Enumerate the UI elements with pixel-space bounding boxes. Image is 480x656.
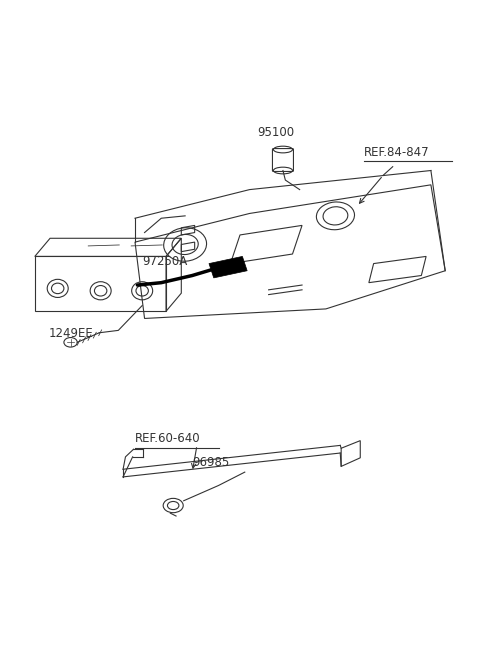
- Text: 96985: 96985: [192, 456, 229, 469]
- Text: REF.60-640: REF.60-640: [135, 432, 201, 445]
- Text: REF.84-847: REF.84-847: [364, 146, 430, 159]
- Text: 97250A: 97250A: [142, 255, 187, 268]
- Text: 1249EE: 1249EE: [49, 327, 94, 340]
- Polygon shape: [209, 256, 247, 278]
- Text: 95100: 95100: [257, 127, 294, 140]
